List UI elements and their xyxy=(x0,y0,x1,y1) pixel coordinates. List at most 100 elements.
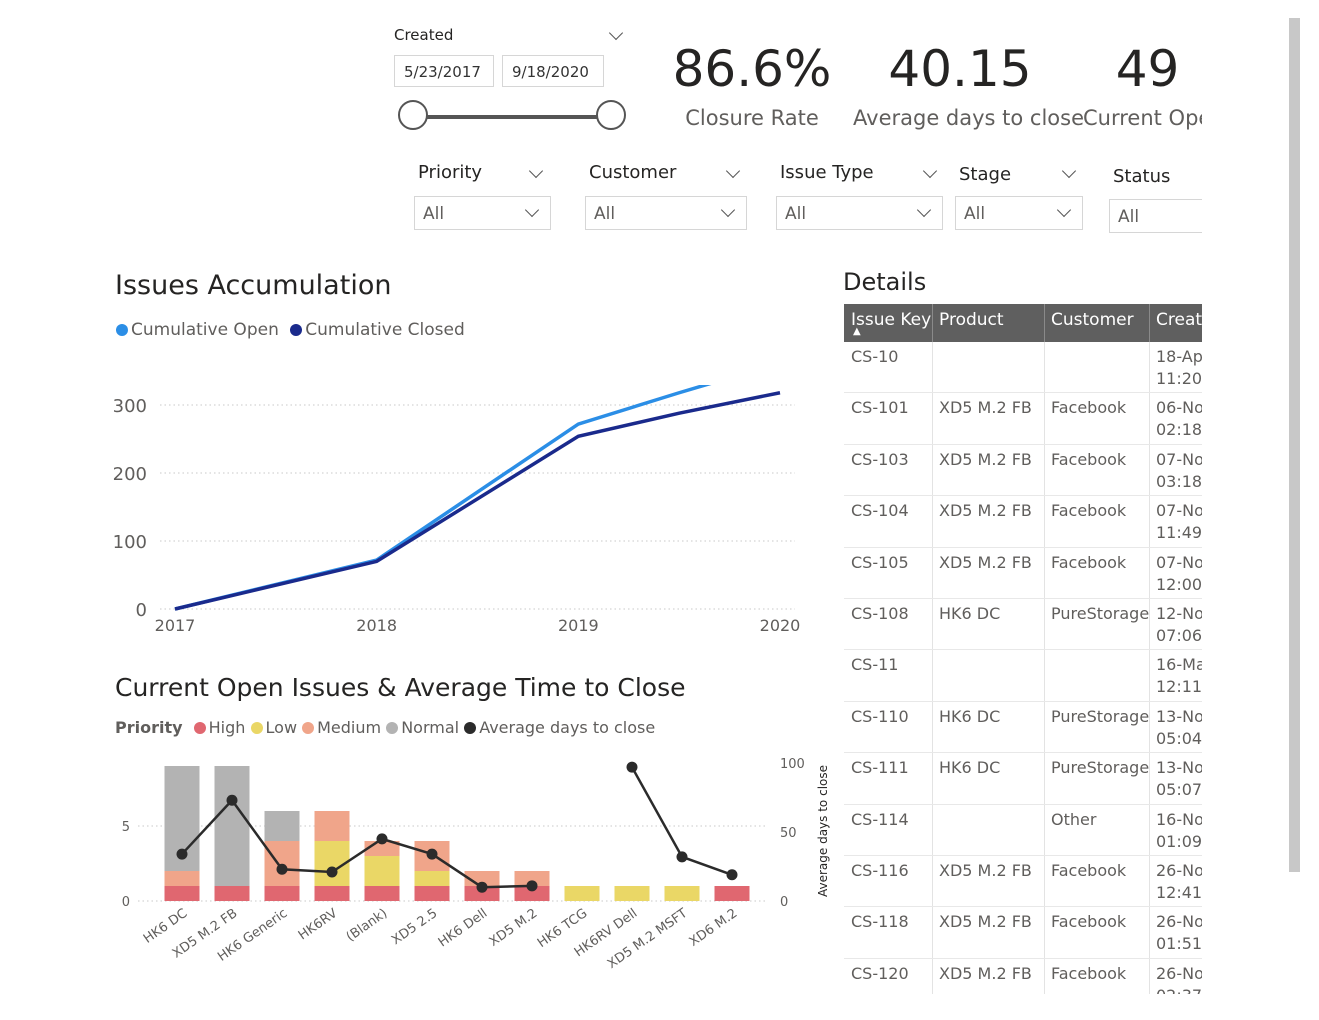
table-row[interactable]: CS-114 Other 16-No 01:09 xyxy=(844,804,1202,856)
bar-medium xyxy=(314,811,350,841)
stage-value: All xyxy=(964,204,986,224)
accumulation-chart: 0 100 200 300 2017 2018 2019 2020 xyxy=(113,385,800,635)
start-date-handle[interactable] xyxy=(398,100,428,130)
table-row[interactable]: CS-108 HK6 DC PureStorage 12-No 07:06 xyxy=(844,598,1202,651)
accumulation-title: Issues Accumulation xyxy=(115,270,392,301)
bar-high xyxy=(264,886,300,901)
table-row[interactable]: CS-10 18-Ap 11:20 xyxy=(844,342,1202,394)
bar-high xyxy=(314,886,350,901)
y-tick-label: 5 xyxy=(122,820,130,835)
table-row[interactable]: CS-103 XD5 M.2 FB Facebook 07-No 03:18 xyxy=(844,444,1202,497)
priority-chevron-down-icon[interactable] xyxy=(528,163,544,179)
y-tick-label: 100 xyxy=(113,532,147,553)
table-row[interactable]: CS-110 HK6 DC PureStorage 13-No 05:04 xyxy=(844,701,1202,754)
cell-created-date: 07-No xyxy=(1156,552,1202,572)
legend-closed: Cumulative Closed xyxy=(305,320,465,340)
start-date-input[interactable]: 5/23/2017 xyxy=(394,55,494,87)
cell-created-time: 11:20 xyxy=(1156,369,1202,388)
x-tick-label: HK6RV xyxy=(296,906,341,943)
cell-created-time: 12:11 xyxy=(1156,677,1202,697)
table-row[interactable]: CS-101 XD5 M.2 FB Facebook 06-No 02:18 xyxy=(844,393,1202,445)
legend-low: Low xyxy=(265,718,298,737)
open-issues-legend: Priority High Low Medium Normal Average … xyxy=(115,718,655,737)
table-row[interactable]: CS-116 XD5 M.2 FB Facebook 26-No 12:41 xyxy=(844,855,1202,908)
y2-tick-label: 50 xyxy=(780,826,797,841)
table-body: CS-10 18-Ap 11:20 CS-101 XD5 M.2 FB Facebook 0… xyxy=(844,342,1202,994)
bar-normal xyxy=(264,811,300,841)
customer-chevron-down-icon[interactable] xyxy=(725,163,741,179)
cell-issue-key: CS-103 xyxy=(851,449,909,469)
priority-filter-title: Priority xyxy=(418,162,483,183)
cell-created-date: 06-No xyxy=(1156,398,1202,418)
table-row[interactable]: CS-11 16-Ma 12:11 xyxy=(844,650,1202,702)
avg-days-point xyxy=(226,794,238,806)
legend-normal: Normal xyxy=(401,718,460,737)
table-row[interactable]: CS-120 XD5 M.2 FB Facebook 26-No 02:37 xyxy=(844,958,1202,994)
issue-type-dropdown[interactable]: All xyxy=(776,196,943,230)
bar-medium xyxy=(514,871,550,886)
bar-medium xyxy=(264,841,300,886)
bar-low xyxy=(564,886,600,901)
cell-created-date: 13-No xyxy=(1156,758,1202,778)
y2-tick-label: 0 xyxy=(780,895,788,910)
cell-product: HK6 DC xyxy=(939,758,1001,778)
col-customer[interactable]: Customer xyxy=(1051,310,1134,330)
avg-days-point xyxy=(176,848,188,860)
table-row[interactable]: CS-104 XD5 M.2 FB Facebook 07-No 11:49 xyxy=(844,496,1202,548)
table-row[interactable]: CS-118 XD5 M.2 FB Facebook 26-No 01:51 xyxy=(844,907,1202,959)
table-header: Issue Key ▲ Product Customer Create xyxy=(844,304,1202,342)
table-row[interactable]: CS-111 HK6 DC PureStorage 13-No 05:07 xyxy=(844,753,1202,805)
col-issue-key[interactable]: Issue Key xyxy=(851,310,932,330)
date-range-track[interactable] xyxy=(414,115,612,119)
cell-customer: Facebook xyxy=(1051,398,1127,418)
cell-created-time: 07:06 xyxy=(1156,625,1202,645)
cell-product: HK6 DC xyxy=(939,706,1001,726)
cell-issue-key: CS-116 xyxy=(851,860,909,880)
end-date-input[interactable]: 9/18/2020 xyxy=(502,55,604,87)
chevron-down-icon xyxy=(916,202,932,218)
col-product[interactable]: Product xyxy=(939,310,1004,330)
legend-dot-icon xyxy=(290,324,303,336)
cell-product: HK6 DC xyxy=(939,603,1001,623)
sort-ascending-icon: ▲ xyxy=(853,326,861,337)
accumulation-legend: Cumulative Open Cumulative Closed xyxy=(116,320,465,340)
y-tick-label: 200 xyxy=(113,464,147,485)
legend-dot-icon xyxy=(250,722,263,734)
end-date-handle[interactable] xyxy=(596,100,626,130)
table-row[interactable]: CS-105 XD5 M.2 FB Facebook 07-No 12:00 xyxy=(844,547,1202,599)
cell-issue-key: CS-118 xyxy=(851,912,909,932)
cell-customer: Facebook xyxy=(1051,449,1127,469)
cell-issue-key: CS-114 xyxy=(851,809,909,829)
page-scrollbar[interactable] xyxy=(1289,18,1300,872)
cell-created-time: 05:04 xyxy=(1156,728,1202,748)
x-tick-label: XD6 M.2 xyxy=(687,906,741,950)
bar-high xyxy=(714,886,750,901)
cell-issue-key: CS-108 xyxy=(851,603,909,623)
stage-chevron-down-icon[interactable] xyxy=(1061,163,1077,179)
cell-product: XD5 M.2 FB xyxy=(939,501,1032,521)
created-chevron-down-icon[interactable] xyxy=(608,25,624,41)
cell-customer: Facebook xyxy=(1051,552,1127,572)
issue-type-chevron-down-icon[interactable] xyxy=(922,163,938,179)
bar-high xyxy=(414,886,450,901)
open-issues-title: Current Open Issues & Average Time to Cl… xyxy=(115,673,686,702)
bar-low xyxy=(414,871,450,886)
cell-created-time: 02:37 xyxy=(1156,986,1202,994)
status-value: All xyxy=(1118,207,1140,227)
stage-dropdown[interactable]: All xyxy=(955,196,1083,230)
priority-dropdown[interactable]: All xyxy=(414,196,551,230)
legend-avg: Average days to close xyxy=(479,718,656,737)
col-created[interactable]: Create xyxy=(1156,310,1202,330)
bar-high xyxy=(364,886,400,901)
cell-created-date: 26-No xyxy=(1156,963,1202,983)
series-line-cumulative-closed xyxy=(174,391,781,611)
customer-dropdown[interactable]: All xyxy=(585,196,747,230)
details-title: Details xyxy=(843,268,927,296)
status-dropdown[interactable]: All xyxy=(1109,199,1202,233)
cell-created-date: 18-Ap xyxy=(1156,347,1202,366)
legend-high: High xyxy=(208,718,246,737)
x-tick-label: HK6 Dell xyxy=(436,906,490,950)
x-tick-label: XD5 M.2 xyxy=(487,906,541,950)
y-tick-label: 0 xyxy=(122,895,130,910)
closure-rate-label: Closure Rate xyxy=(685,106,819,130)
